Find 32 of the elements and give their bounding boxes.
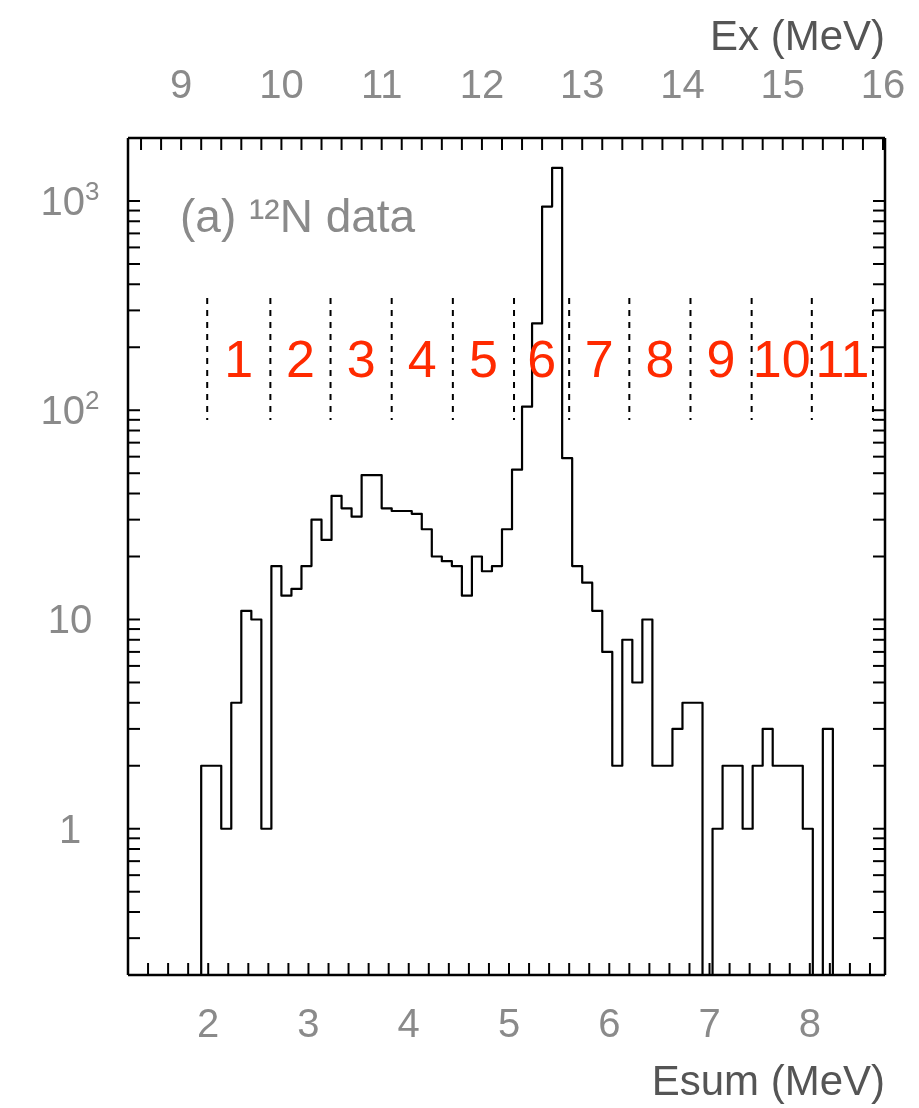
x2-tick-label: 13 (559, 62, 605, 106)
text: (a) ¹²N data (180, 190, 416, 242)
x-tick-label: 5 (497, 1001, 521, 1045)
x2-tick-label: 16 (860, 62, 906, 106)
x2-tick-label: 10 (259, 62, 304, 106)
annotation: 9 (706, 330, 736, 388)
x-tick-label: 4 (397, 1001, 420, 1045)
y-tick-label: 10 (47, 597, 93, 642)
x-tick-label: 3 (297, 1001, 320, 1045)
annotation: 7 (584, 330, 614, 388)
x2-tick-label: 11 (360, 62, 403, 106)
annotation: 1 (224, 330, 254, 388)
x-tick-label: 2 (197, 1001, 220, 1045)
x-tick-label: 8 (798, 1001, 821, 1045)
annotation: 4 (407, 330, 437, 388)
y-tick-label: 10$^{3}$ (40, 175, 100, 223)
x-tick-label: 6 (598, 1001, 621, 1045)
x-tick-label: 7 (698, 1001, 721, 1045)
x-axis-title: Esum (MeV) (651, 1057, 885, 1104)
x2-tick-label: 15 (760, 62, 805, 106)
annotation: 8 (645, 330, 675, 388)
annotation: 5 (468, 330, 498, 388)
x2-tick-label: 14 (660, 62, 705, 106)
x2-tick-label: 12 (459, 62, 505, 106)
x2-axis-title: Ex (MeV) (709, 12, 885, 59)
annotation: 10 (752, 330, 811, 388)
annotation: 11 (815, 330, 870, 388)
annotation: 2 (285, 330, 315, 388)
x2-tick-label: 9 (170, 62, 193, 106)
annotation: 3 (346, 330, 376, 388)
y-tick-label: 1 (58, 806, 82, 851)
y-tick-label: 10$^{2}$ (40, 385, 100, 433)
